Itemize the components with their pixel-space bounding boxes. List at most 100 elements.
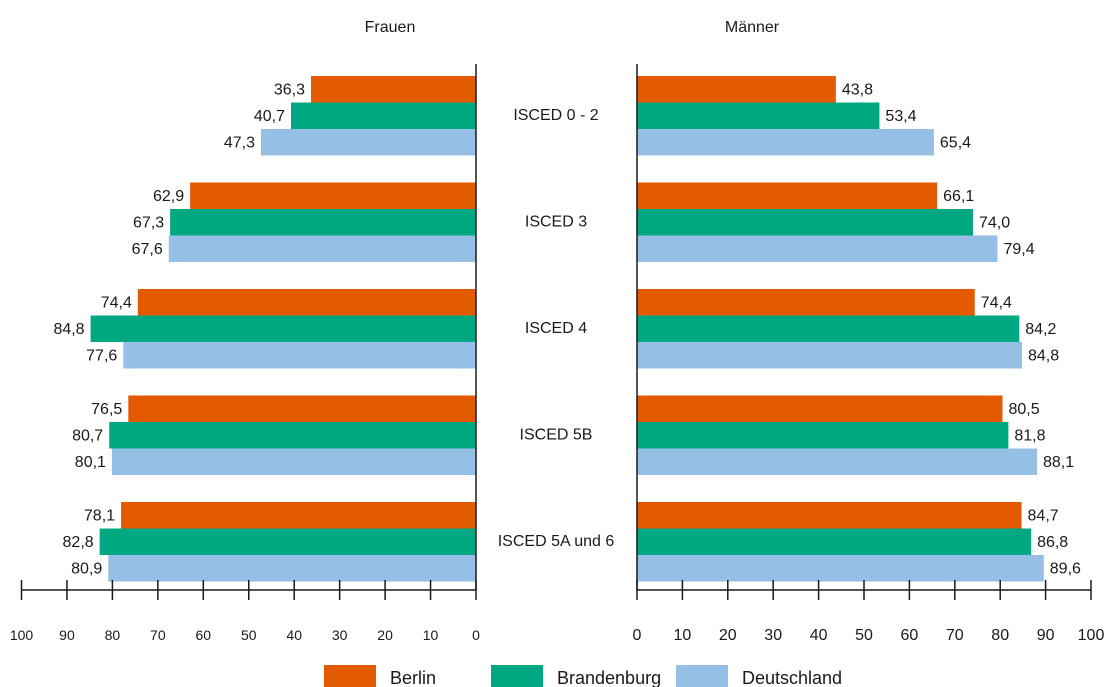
- bar-frauen-deutschland-3: [123, 342, 477, 369]
- value-label-männer-brandenburg-3: 84,2: [1025, 321, 1056, 338]
- x-tick-label-frauen-90: 90: [59, 627, 75, 643]
- x-tick-label-frauen-10: 10: [423, 627, 439, 643]
- value-label-frauen-berlin-4: 76,5: [91, 401, 122, 418]
- value-label-frauen-deutschland-1: 47,3: [224, 134, 255, 151]
- value-labels: 36,3 62,9 74,4 76,5 78,1 40,7 67,3 84,8 80,7 82,8…: [53, 81, 1081, 577]
- panel-title-männer: Männer: [725, 19, 780, 36]
- value-label-frauen-berlin-1: 36,3: [274, 81, 305, 98]
- value-label-männer-berlin-5: 84,7: [1028, 507, 1059, 524]
- value-label-frauen-deutschland-4: 80,1: [75, 454, 106, 471]
- value-label-frauen-brandenburg-5: 82,8: [63, 534, 94, 551]
- bar-männer-berlin-1: [637, 76, 836, 103]
- x-tick-label-frauen-0: 0: [472, 627, 480, 643]
- value-label-männer-deutschland-4: 88,1: [1043, 454, 1074, 471]
- bar-männer-brandenburg-3: [637, 315, 1020, 342]
- x-tick-label-männer-50: 50: [855, 627, 873, 644]
- bar-männer-deutschland-5: [637, 555, 1044, 582]
- x-tick-label-frauen-40: 40: [286, 627, 302, 643]
- x-tick-label-männer-20: 20: [719, 627, 737, 644]
- bar-männer-berlin-4: [637, 395, 1003, 422]
- bar-männer-berlin-5: [637, 502, 1022, 529]
- axes: 100 90 80 70 60 50 40 30 20 10 0 0 10 20 30 40 50 60 70 80 9…: [10, 64, 1105, 644]
- legend-label-berlin: Berlin: [390, 668, 436, 687]
- legend-swatch-deutschland: [676, 665, 728, 687]
- panel-titles: Frauen Männer: [365, 19, 780, 36]
- bar-männer-berlin-3: [637, 289, 975, 316]
- bar-männer-brandenburg-2: [637, 209, 973, 236]
- value-label-männer-berlin-3: 74,4: [981, 294, 1012, 311]
- category-labels: ISCED 0 - 2 ISCED 3 ISCED 4 ISCED 5B ISCED 5…: [498, 107, 615, 550]
- bar-männer-brandenburg-5: [637, 528, 1032, 555]
- value-label-frauen-deutschland-3: 77,6: [86, 347, 117, 364]
- panel-title-frauen: Frauen: [365, 19, 416, 36]
- bar-frauen-brandenburg-3: [90, 315, 477, 342]
- value-label-frauen-berlin-3: 74,4: [101, 294, 132, 311]
- value-label-frauen-berlin-2: 62,9: [153, 188, 184, 205]
- bar-frauen-deutschland-2: [168, 235, 476, 262]
- x-tick-label-männer-100: 100: [1078, 627, 1105, 644]
- value-label-frauen-berlin-5: 78,1: [84, 507, 115, 524]
- bar-frauen-berlin-4: [128, 395, 476, 422]
- value-label-frauen-deutschland-2: 67,6: [132, 241, 163, 258]
- bar-männer-deutschland-2: [637, 235, 998, 262]
- bar-frauen-brandenburg-4: [109, 422, 476, 449]
- x-tick-label-männer-0: 0: [633, 627, 642, 644]
- x-tick-label-männer-60: 60: [901, 627, 919, 644]
- x-tick-label-männer-40: 40: [810, 627, 828, 644]
- bar-männer-brandenburg-1: [637, 102, 880, 129]
- bar-frauen-berlin-5: [121, 502, 477, 529]
- bar-frauen-berlin-1: [311, 76, 476, 103]
- x-tick-label-frauen-60: 60: [196, 627, 212, 643]
- bar-männer-deutschland-1: [637, 129, 934, 156]
- legend-swatch-berlin: [324, 665, 376, 687]
- legend-swatch-brandenburg: [491, 665, 543, 687]
- bar-frauen-deutschland-5: [108, 555, 476, 582]
- x-tick-label-männer-30: 30: [764, 627, 782, 644]
- category-label-2: ISCED 3: [525, 213, 587, 230]
- value-label-männer-brandenburg-5: 86,8: [1037, 534, 1068, 551]
- value-label-frauen-deutschland-5: 80,9: [71, 560, 102, 577]
- value-label-frauen-brandenburg-1: 40,7: [254, 108, 285, 125]
- x-tick-label-frauen-70: 70: [150, 627, 166, 643]
- value-label-männer-berlin-2: 66,1: [943, 188, 974, 205]
- category-label-3: ISCED 4: [525, 320, 587, 337]
- x-tick-label-frauen-80: 80: [105, 627, 121, 643]
- bar-männer-deutschland-3: [637, 342, 1022, 369]
- x-tick-label-frauen-50: 50: [241, 627, 257, 643]
- bar-männer-deutschland-4: [637, 448, 1037, 475]
- category-label-1: ISCED 0 - 2: [513, 107, 598, 124]
- x-tick-label-männer-80: 80: [991, 627, 1009, 644]
- value-label-männer-deutschland-3: 84,8: [1028, 347, 1059, 364]
- bar-frauen-deutschland-4: [111, 448, 477, 475]
- bar-frauen-brandenburg-2: [170, 209, 476, 236]
- value-label-männer-deutschland-1: 65,4: [940, 134, 971, 151]
- x-tick-label-frauen-30: 30: [332, 627, 348, 643]
- legend-label-deutschland: Deutschland: [742, 668, 842, 687]
- value-label-männer-berlin-1: 43,8: [842, 81, 873, 98]
- value-label-männer-deutschland-2: 79,4: [1003, 241, 1034, 258]
- value-label-männer-brandenburg-4: 81,8: [1014, 427, 1045, 444]
- x-tick-label-frauen-100: 100: [10, 627, 34, 643]
- category-label-5: ISCED 5A und 6: [498, 533, 615, 550]
- bar-frauen-brandenburg-5: [99, 528, 476, 555]
- bar-frauen-deutschland-1: [261, 129, 476, 156]
- value-label-männer-deutschland-5: 89,6: [1050, 560, 1081, 577]
- value-label-männer-berlin-4: 80,5: [1008, 401, 1039, 418]
- bar-frauen-berlin-2: [190, 182, 476, 209]
- legend: Berlin Brandenburg Deutschland: [324, 665, 842, 687]
- x-tick-label-männer-90: 90: [1037, 627, 1055, 644]
- bars: [90, 76, 1044, 582]
- value-label-männer-brandenburg-2: 74,0: [979, 214, 1010, 231]
- bar-männer-berlin-2: [637, 182, 938, 209]
- bar-frauen-brandenburg-1: [291, 102, 476, 129]
- bar-männer-brandenburg-4: [637, 422, 1009, 449]
- value-label-frauen-brandenburg-2: 67,3: [133, 214, 164, 231]
- x-tick-label-männer-10: 10: [674, 627, 692, 644]
- bar-frauen-berlin-3: [137, 289, 477, 316]
- value-label-männer-brandenburg-1: 53,4: [885, 108, 916, 125]
- legend-label-brandenburg: Brandenburg: [557, 668, 661, 687]
- x-tick-label-frauen-20: 20: [377, 627, 393, 643]
- x-tick-label-männer-70: 70: [946, 627, 964, 644]
- value-label-frauen-brandenburg-4: 80,7: [72, 427, 103, 444]
